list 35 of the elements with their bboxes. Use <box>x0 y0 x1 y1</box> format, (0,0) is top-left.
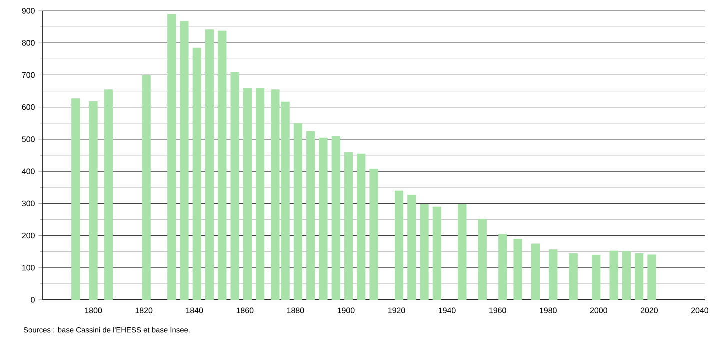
bar <box>218 30 227 300</box>
bar <box>458 204 467 300</box>
bar <box>370 168 378 300</box>
bar <box>394 190 404 300</box>
bar <box>230 72 240 300</box>
bar <box>89 102 98 300</box>
bar <box>104 90 113 300</box>
bar <box>306 131 316 300</box>
bar <box>319 138 328 300</box>
bar <box>344 152 354 300</box>
bar <box>294 123 302 300</box>
bar <box>332 136 340 300</box>
bar <box>514 238 522 300</box>
bar <box>498 234 508 300</box>
bar <box>180 21 189 300</box>
bar <box>192 48 202 300</box>
bar <box>357 154 366 300</box>
bar <box>142 75 151 300</box>
bar <box>592 255 601 300</box>
bar <box>478 219 487 300</box>
bar <box>72 98 80 300</box>
bar <box>168 14 176 300</box>
bar <box>635 253 644 300</box>
bar <box>408 194 416 300</box>
bar <box>648 254 656 300</box>
bar <box>432 206 442 300</box>
bar <box>420 204 429 300</box>
bar <box>569 253 578 300</box>
bar <box>205 30 214 300</box>
bar <box>243 88 252 300</box>
bar <box>549 250 558 300</box>
bar <box>622 251 631 300</box>
bar <box>256 88 265 300</box>
bar <box>610 250 618 300</box>
bar <box>531 244 540 300</box>
